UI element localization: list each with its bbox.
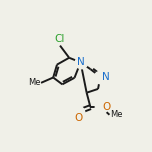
Text: Cl: Cl	[55, 34, 65, 44]
Text: N: N	[77, 57, 84, 67]
Text: Me: Me	[110, 110, 123, 119]
Text: O: O	[74, 113, 82, 123]
Text: N: N	[102, 72, 109, 82]
Text: O: O	[102, 102, 111, 112]
Text: Me: Me	[28, 78, 40, 87]
